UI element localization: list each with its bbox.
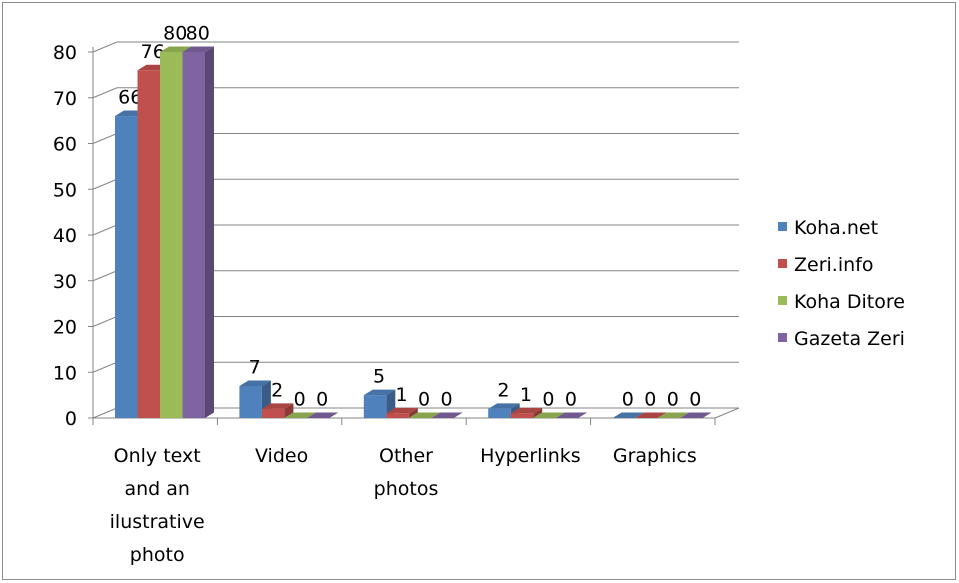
bar-top: [488, 403, 520, 409]
bar-top: [555, 412, 588, 418]
data-label: 1: [520, 384, 532, 406]
data-label: 80: [163, 23, 187, 45]
bar-top: [239, 380, 271, 386]
category-label: Video: [255, 445, 308, 467]
gridline-depth: [92, 407, 118, 419]
x-axis-depth: [714, 407, 740, 419]
legend-label: Koha Ditore: [794, 291, 905, 313]
y-tick-label: 80: [53, 42, 77, 64]
legend-swatch: [778, 222, 787, 231]
category-label: Graphics: [613, 445, 697, 467]
y-tick-label: 60: [53, 134, 77, 156]
bar-top: [284, 412, 316, 418]
gridline-depth: [92, 87, 118, 99]
data-label: 0: [622, 389, 634, 411]
bar: [182, 52, 205, 418]
gridline-depth: [92, 133, 118, 144]
bar-top: [306, 412, 339, 418]
bar: [137, 70, 160, 419]
data-label: 0: [542, 389, 554, 411]
data-label: 5: [373, 366, 385, 388]
y-tick-label: 70: [53, 88, 77, 110]
bar-side: [284, 403, 294, 418]
gridline-depth: [92, 361, 118, 373]
data-label: 0: [316, 389, 328, 411]
gridline-depth: [92, 178, 118, 190]
legend-swatch: [778, 333, 787, 342]
bar: [510, 413, 534, 418]
legend-label: Zeri.info: [794, 254, 873, 276]
data-label: 66: [118, 87, 142, 109]
data-label: 0: [667, 389, 679, 411]
bar: [239, 385, 262, 418]
y-tick-label: 10: [53, 362, 77, 384]
gridline-depth: [92, 316, 118, 327]
data-label: 0: [294, 389, 306, 411]
data-label: 80: [186, 23, 210, 45]
legend-label: Koha.net: [794, 217, 878, 239]
bar-side: [205, 46, 214, 418]
bar: [160, 52, 183, 418]
bar: [386, 413, 409, 418]
bar-top: [182, 46, 214, 52]
bar-top: [612, 412, 645, 418]
bar: [363, 395, 387, 418]
gridline-depth: [92, 41, 118, 53]
y-tick-label: 40: [53, 225, 77, 247]
bar-top: [635, 412, 667, 418]
category-label: Other photos: [374, 445, 439, 500]
bar: [261, 408, 285, 418]
legend-swatch: [778, 259, 787, 268]
bar-top: [363, 389, 396, 396]
data-label: 0: [418, 389, 430, 411]
bar-top: [510, 407, 543, 414]
data-label: 76: [141, 41, 165, 63]
data-label: 7: [249, 356, 261, 378]
category-label: Hyperlinks: [480, 445, 581, 467]
bar-top: [408, 412, 441, 418]
data-label: 0: [644, 389, 656, 411]
y-tick-label: 30: [53, 271, 77, 293]
bar-top: [533, 412, 565, 418]
data-label: 2: [497, 379, 509, 401]
y-tick-label: 50: [53, 179, 77, 201]
legend-label: Gazeta Zeri: [794, 328, 905, 350]
bar-top: [160, 46, 192, 52]
gridline-depth: [92, 270, 118, 282]
bar-side: [408, 407, 418, 418]
bar-top: [431, 412, 463, 418]
bar-top: [386, 407, 418, 414]
data-label: 0: [689, 389, 701, 411]
gridline-depth: [92, 224, 118, 236]
bar: [488, 408, 511, 418]
bar: [115, 116, 138, 419]
y-tick-label: 20: [53, 317, 77, 339]
bar-top: [261, 403, 294, 409]
category-label: Only text and an ilustrative photo: [110, 445, 205, 566]
legend-swatch: [778, 296, 787, 305]
bar-side: [533, 407, 543, 418]
y-tick-label: 0: [65, 408, 77, 430]
data-label: 0: [441, 389, 453, 411]
data-label: 2: [271, 379, 283, 401]
data-label: 1: [396, 384, 408, 406]
data-label: 0: [565, 389, 577, 411]
bar-top: [657, 412, 690, 418]
bar-top: [680, 412, 712, 418]
